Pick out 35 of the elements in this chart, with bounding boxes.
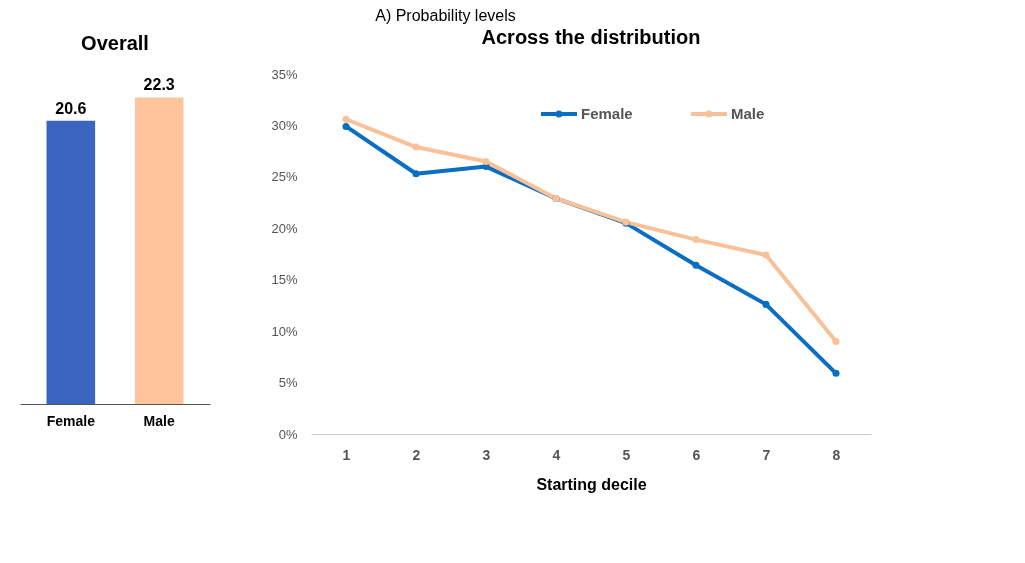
point	[832, 369, 840, 377]
x-axis-title: Starting decile	[536, 475, 647, 493]
data-label: 22.3	[143, 76, 175, 94]
point	[762, 251, 770, 259]
y-tick-label: 25%	[271, 169, 298, 185]
chart-title: Across the distribution	[481, 26, 701, 48]
y-tick-label: 15%	[271, 272, 298, 288]
data-label: 20.6	[55, 99, 87, 117]
x-tick-label: 4	[552, 446, 561, 463]
point	[692, 236, 700, 244]
x-tick-label: 3	[482, 446, 491, 463]
y-tick-label: 5%	[278, 375, 298, 391]
x-tick-label: 2	[412, 446, 421, 463]
legend-label: Female	[581, 105, 633, 122]
point	[832, 337, 840, 345]
y-tick-label: 20%	[271, 220, 298, 236]
point	[692, 261, 700, 269]
point	[412, 143, 420, 151]
point	[762, 300, 770, 308]
y-tick-label: 35%	[271, 66, 298, 82]
x-tick-label: 5	[622, 446, 631, 463]
x-tick-label: 1	[342, 446, 351, 463]
chart-title: Overall	[81, 32, 149, 54]
x-tick-label: 8	[832, 446, 841, 463]
y-tick-label: 10%	[271, 323, 298, 339]
text: A) Probability levels	[375, 7, 516, 24]
legend-label: Male	[731, 105, 765, 122]
point	[342, 115, 350, 123]
x-tick-label: 7	[762, 446, 771, 463]
point	[482, 157, 490, 165]
y-tick-label: 30%	[271, 117, 298, 133]
point	[412, 170, 420, 178]
point	[342, 122, 350, 130]
y-tick-label: 0%	[278, 426, 298, 442]
x-tick-label: 6	[692, 446, 701, 463]
